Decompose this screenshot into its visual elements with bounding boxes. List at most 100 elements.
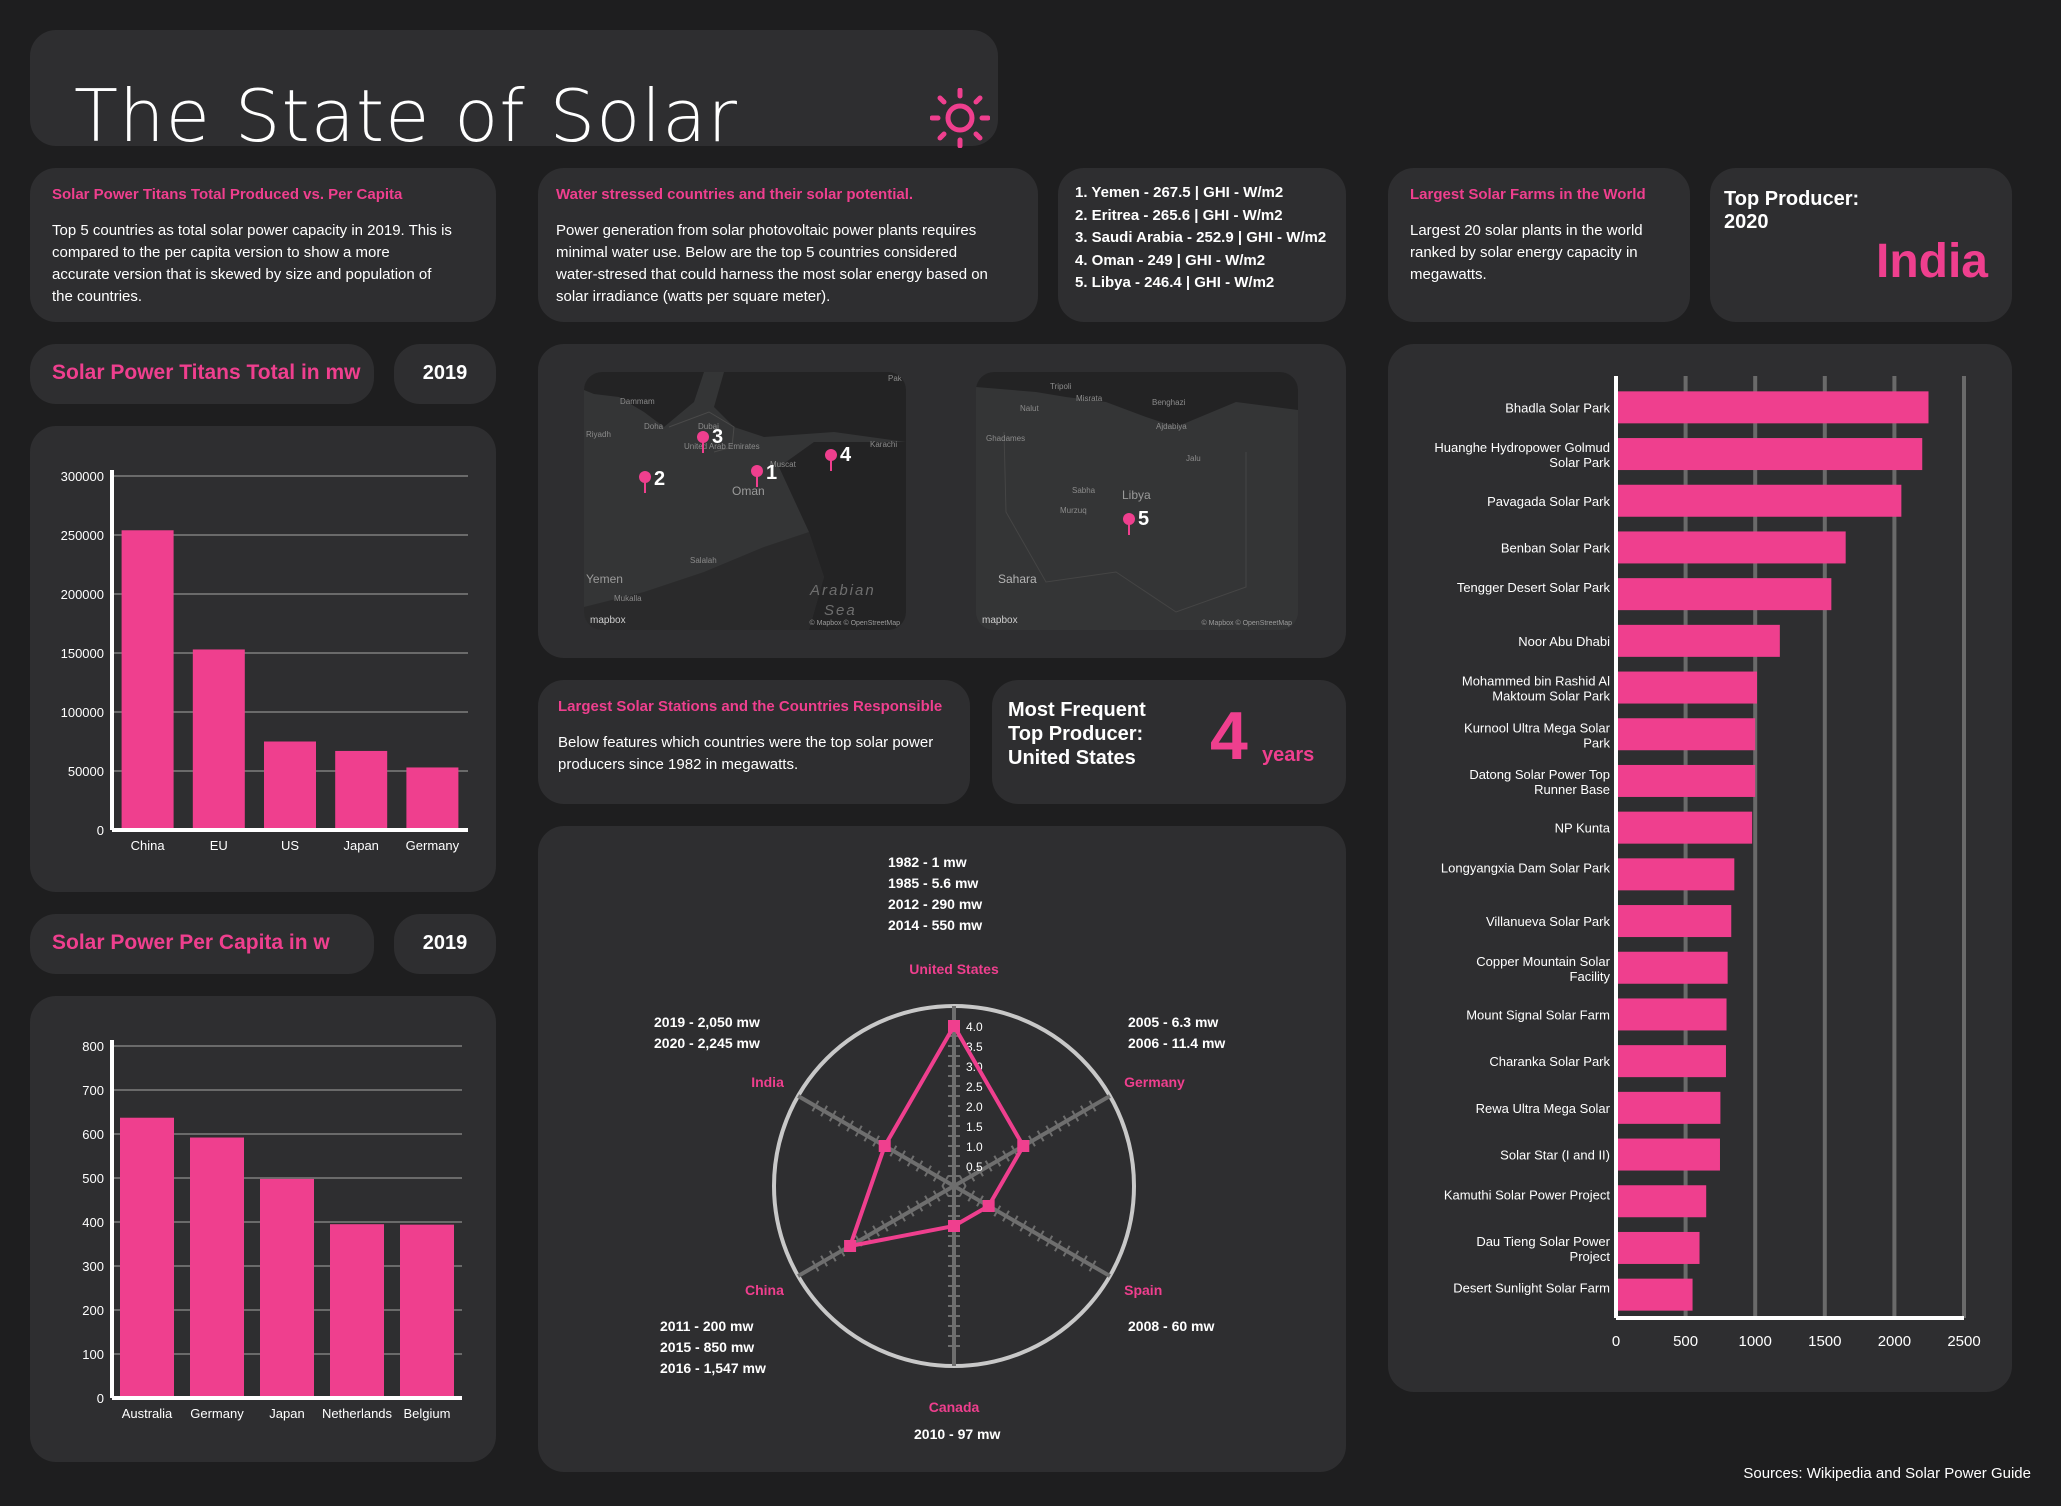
map-label: Libya xyxy=(1122,488,1151,502)
x-tick-label: Japan xyxy=(269,1406,304,1421)
total-year-card: 2019 xyxy=(394,344,496,404)
bar xyxy=(192,649,245,830)
map-pin-icon[interactable] xyxy=(750,464,764,488)
bar xyxy=(1616,1278,1693,1311)
radar-tick xyxy=(837,1245,846,1257)
map-pin-icon[interactable] xyxy=(696,430,710,454)
water-list-card: 1. Yemen - 267.5 | GHI - W/m2 2. Eritrea… xyxy=(1058,168,1346,322)
map-arabia-terrain xyxy=(584,372,906,630)
radar-tick xyxy=(993,1155,1002,1167)
bar xyxy=(264,741,316,830)
total-bar-chart: 0 50000 100000 150000 200000 250000 300000 Chin… xyxy=(61,469,468,853)
map-label: Dammam xyxy=(620,397,655,406)
y-tick-label: 800 xyxy=(82,1039,104,1054)
y-tick-label: Datong Solar Power Top xyxy=(1469,767,1610,782)
radar-tick xyxy=(1054,1120,1062,1132)
maps-card: Dammam Dubai Muscat Karachi Oman Salalah… xyxy=(538,344,1346,658)
bar xyxy=(121,530,174,830)
radar-tick xyxy=(872,1135,880,1147)
map-arabia[interactable]: Dammam Dubai Muscat Karachi Oman Salalah… xyxy=(584,372,906,630)
capita-bar-chart: 0 100 200 300 400 500 600 700 800 Australia German… xyxy=(82,1039,462,1421)
map-pin-icon[interactable] xyxy=(1122,512,1136,536)
radar-point xyxy=(878,1140,891,1152)
bar xyxy=(1616,1231,1700,1264)
bar xyxy=(1616,484,1902,517)
total-chart-card: 0 50000 100000 150000 200000 250000 300000 Chin… xyxy=(30,426,496,892)
mapbox-logo[interactable]: mapbox xyxy=(982,615,1018,626)
x-tick-label: 1500 xyxy=(1808,1333,1841,1350)
radar-tick xyxy=(1002,1210,1010,1222)
list-item: 3. Saudi Arabia - 252.9 | GHI - W/m2 xyxy=(1075,229,1327,246)
y-tick-label: Solar Park xyxy=(1549,455,1610,470)
radar-tick xyxy=(967,1190,976,1202)
map-pin-icon[interactable] xyxy=(824,448,838,472)
bar xyxy=(260,1178,314,1398)
most-frequent-card: Most Frequent Top Producer: United States … xyxy=(992,680,1346,804)
radar-tick xyxy=(1062,1115,1071,1127)
y-tick-label: Rewa Ultra Mega Solar xyxy=(1476,1101,1611,1116)
x-tick-label: Belgium xyxy=(404,1406,451,1421)
y-tick-label: Bhadla Solar Park xyxy=(1505,400,1610,415)
water-description-card: Water stressed countries and their solar… xyxy=(538,168,1038,322)
radar-tick xyxy=(1045,1125,1054,1137)
pin-label: 5 xyxy=(1138,508,1150,530)
x-tick-label: 2000 xyxy=(1878,1333,1911,1350)
capita-year-card: 2019 xyxy=(394,914,496,974)
radar-tick xyxy=(924,1165,932,1177)
radar-chart: United States Germany Spain Canada China Indi… xyxy=(745,961,1185,1415)
radar-tick xyxy=(820,1255,828,1267)
y-tick-label: Kurnool Ultra Mega Solar xyxy=(1464,720,1611,735)
map-attribution[interactable]: © Mapbox © OpenStreetMap xyxy=(809,620,900,627)
x-tick-label: 0 xyxy=(1612,1333,1620,1350)
sun-icon xyxy=(930,88,990,148)
map-label: Dubai xyxy=(698,422,719,431)
y-tick-label: Copper Mountain Solar xyxy=(1476,954,1610,969)
radar-tick xyxy=(837,1115,846,1127)
map-label: Misrata xyxy=(1076,394,1103,403)
map-libya[interactable]: Tripoli Misrata Benghazi Nalut Ajdabiya … xyxy=(976,372,1298,630)
farms-description-card: Largest Solar Farms in the World Largest… xyxy=(1388,168,1690,322)
y-tick-label: Villanueva Solar Park xyxy=(1486,914,1611,929)
y-tick-label: 100 xyxy=(82,1347,104,1362)
y-tick-label: 50000 xyxy=(68,764,104,779)
radar-tick xyxy=(872,1225,880,1237)
farms-bar-chart: 0 500 1000 1500 2000 2500 Bhadla Solar Park Hua… xyxy=(1434,376,1981,1350)
radar-tick xyxy=(898,1150,906,1162)
bar xyxy=(1616,858,1735,891)
stations-text: Below features which countries were the … xyxy=(558,734,934,773)
pin-label: 3 xyxy=(712,426,724,448)
x-tick-label: China xyxy=(131,838,166,853)
y-tick-label: Kamuthi Solar Power Project xyxy=(1444,1187,1611,1202)
x-tick-label: Japan xyxy=(343,838,378,853)
top-producer-card: Top Producer: 2020 India xyxy=(1710,168,2012,322)
pin-label: 4 xyxy=(840,444,852,466)
radar-tick xyxy=(1019,1220,1028,1232)
radar-tick xyxy=(924,1195,932,1207)
map-label: Yemen xyxy=(586,572,623,586)
bar xyxy=(406,767,459,830)
most-frequent-unit: years xyxy=(1262,744,1315,766)
y-tick-label: Pavagada Solar Park xyxy=(1487,494,1610,509)
radar-tick xyxy=(820,1105,828,1117)
radar-tick xyxy=(1054,1240,1062,1252)
radar-tick xyxy=(811,1100,820,1112)
bar xyxy=(1616,811,1753,844)
bar xyxy=(190,1137,244,1398)
bar xyxy=(1616,1138,1720,1171)
map-attribution[interactable]: © Mapbox © OpenStreetMap xyxy=(1201,620,1292,627)
y-tick-label: Charanka Solar Park xyxy=(1489,1054,1610,1069)
radar-tick-label: 1.0 xyxy=(966,1140,983,1154)
radar-axis-label: China xyxy=(745,1282,784,1298)
x-tick-label: Australia xyxy=(122,1406,173,1421)
mapbox-logo[interactable]: mapbox xyxy=(590,615,626,626)
map-pin-icon[interactable] xyxy=(638,470,652,494)
y-tick-label: 500 xyxy=(82,1171,104,1186)
x-tick-label: 500 xyxy=(1673,1333,1698,1350)
map-label: Murzuq xyxy=(1060,506,1087,515)
total-year: 2019 xyxy=(422,362,468,384)
list-item: 1. Yemen - 267.5 | GHI - W/m2 xyxy=(1075,184,1284,201)
radar-note-us: 1982 - 1 mw 1985 - 5.6 mw 2012 - 290 mw 201… xyxy=(888,854,983,933)
radar-tick xyxy=(958,1175,967,1187)
titans-heading: Solar Power Titans Total Produced vs. Pe… xyxy=(52,186,403,203)
x-tick-label: Netherlands xyxy=(322,1406,393,1421)
